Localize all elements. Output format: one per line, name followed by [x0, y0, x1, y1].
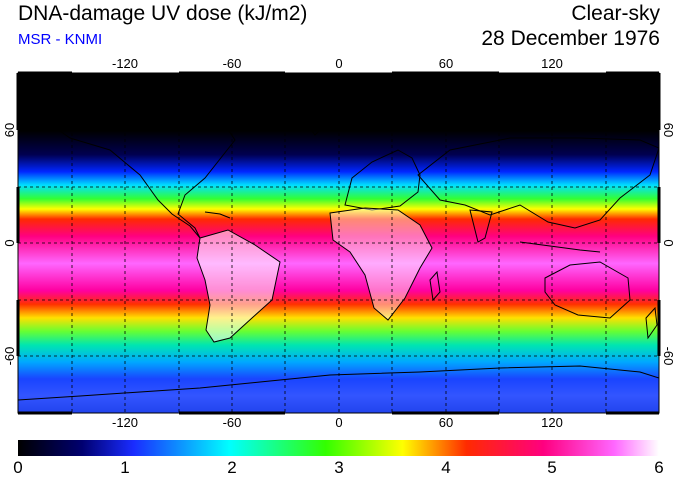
europe-outline — [344, 149, 421, 211]
colorbar-tick: 5 — [547, 458, 557, 477]
lat-tick-left: 0 — [2, 239, 17, 246]
lon-tick-bottom: 120 — [541, 415, 563, 430]
colorbar-tick: 4 — [441, 458, 451, 477]
sky-condition-label: Clear-sky — [571, 2, 660, 25]
africa-outline — [329, 207, 433, 321]
colorbar-tick: 2 — [227, 458, 237, 477]
lon-tick-top: 120 — [541, 56, 563, 71]
map-title: DNA-damage UV dose (kJ/m2) — [18, 2, 308, 25]
lon-tick-bottom: -120 — [112, 415, 138, 430]
lon-tick-bottom: 60 — [439, 415, 453, 430]
graticule — [18, 73, 659, 413]
asia-outline — [417, 137, 659, 229]
lon-tick-bottom: 0 — [335, 415, 342, 430]
colorbar-tick: 1 — [120, 458, 130, 477]
lat-tick-right: 60 — [661, 123, 676, 137]
lon-tick-top: -120 — [112, 56, 138, 71]
source-label: MSR - KNMI — [18, 31, 103, 48]
north-america-outline — [28, 91, 236, 239]
lon-tick-top: 60 — [439, 56, 453, 71]
frame-ticks — [16, 71, 661, 415]
lon-tick-top: -60 — [223, 56, 242, 71]
south-america-outline — [196, 229, 281, 343]
madagascar-outline — [429, 270, 441, 302]
date-label: 28 December 1976 — [481, 27, 660, 50]
colorbar-tick: 6 — [654, 458, 664, 477]
lat-tick-left: -60 — [2, 347, 17, 366]
lon-tick-top: 0 — [335, 56, 342, 71]
india-outline — [469, 209, 493, 243]
new-zealand-outline — [645, 306, 658, 340]
colorbar-tick: 0 — [13, 458, 23, 477]
australia-outline — [544, 261, 631, 319]
lat-tick-right: 0 — [661, 239, 676, 246]
antarctica-outline — [18, 365, 659, 413]
greenland-outline — [299, 77, 346, 136]
colorbar — [18, 440, 659, 456]
lat-tick-left: 60 — [2, 123, 17, 137]
indonesia-outline — [519, 241, 601, 253]
lat-tick-right: -60 — [661, 347, 676, 366]
colorbar-tick: 3 — [334, 458, 344, 477]
lon-tick-bottom: -60 — [223, 415, 242, 430]
continent-outlines — [18, 77, 659, 413]
caribbean-outline — [204, 211, 231, 219]
